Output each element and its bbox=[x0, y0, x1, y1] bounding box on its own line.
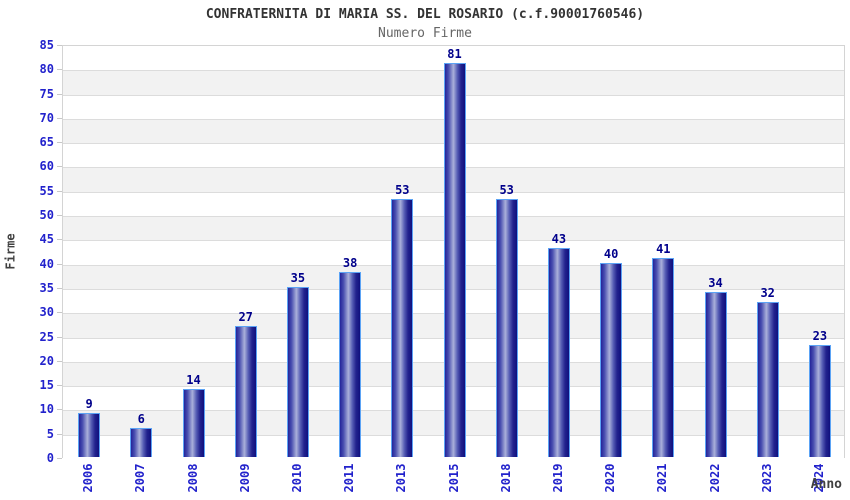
bar-value-label: 53 bbox=[395, 183, 410, 198]
x-axis-label: 2023 bbox=[759, 463, 774, 493]
chart-subtitle: Numero Firme bbox=[378, 26, 472, 41]
y-axis-title: Firme bbox=[3, 233, 18, 270]
y-axis-tick bbox=[57, 360, 62, 362]
x-axis-label: 2007 bbox=[133, 463, 148, 493]
bar-value-label: 9 bbox=[85, 397, 93, 412]
bar-2010 bbox=[286, 286, 309, 457]
bar-value-label: 23 bbox=[812, 329, 828, 344]
x-axis-label: 2009 bbox=[237, 463, 252, 493]
bar-value-label: 14 bbox=[186, 372, 201, 387]
y-axis-tick bbox=[57, 385, 62, 387]
chart-title: CONFRATERNITA DI MARIA SS. DEL ROSARIO (… bbox=[205, 7, 645, 22]
x-axis-label: 2006 bbox=[81, 463, 96, 493]
y-axis-label: 30 bbox=[39, 305, 54, 320]
bar-value-label: 6 bbox=[137, 411, 145, 426]
y-axis-label: 0 bbox=[46, 451, 54, 465]
bar-2022 bbox=[704, 291, 727, 457]
bar-value-label: 35 bbox=[290, 270, 306, 285]
y-axis-tick bbox=[57, 69, 62, 71]
y-axis-tick bbox=[57, 93, 62, 95]
bar-2008 bbox=[182, 388, 205, 457]
y-axis-tick bbox=[57, 190, 62, 192]
bar-2006 bbox=[78, 413, 101, 457]
y-axis-label: 10 bbox=[39, 402, 54, 417]
y-axis-label: 35 bbox=[39, 280, 54, 295]
y-axis-tick bbox=[57, 433, 62, 435]
x-axis-label: 2010 bbox=[289, 463, 304, 493]
bar-value-label: 27 bbox=[238, 309, 253, 324]
y-axis-tick bbox=[57, 287, 62, 289]
y-axis-tick bbox=[57, 215, 62, 217]
y-axis-tick bbox=[57, 312, 62, 314]
x-axis-label: 2018 bbox=[498, 463, 513, 493]
y-axis-tick bbox=[57, 117, 62, 119]
y-axis-label: 20 bbox=[39, 353, 54, 368]
x-axis-label: 2008 bbox=[185, 463, 200, 493]
bar-value-label: 34 bbox=[708, 275, 723, 290]
bar-2018 bbox=[495, 199, 518, 457]
y-axis-tick bbox=[57, 45, 62, 46]
y-axis-tick bbox=[57, 458, 62, 459]
y-axis-tick bbox=[57, 409, 62, 411]
x-axis-label: 2011 bbox=[342, 463, 357, 493]
x-axis-label: 2015 bbox=[446, 463, 461, 493]
x-axis-label: 2021 bbox=[655, 463, 670, 493]
bar-2009 bbox=[234, 325, 257, 457]
y-axis-tick bbox=[57, 336, 62, 338]
y-axis-label: 70 bbox=[39, 110, 54, 125]
y-axis-label: 75 bbox=[39, 86, 54, 101]
bar-2021 bbox=[652, 257, 675, 457]
x-axis-title: Anno bbox=[810, 477, 842, 492]
bar-2007 bbox=[130, 427, 153, 457]
bar-2023 bbox=[756, 301, 779, 457]
y-axis-label: 45 bbox=[39, 232, 54, 247]
x-axis-label: 2022 bbox=[707, 463, 722, 493]
bar-2024 bbox=[808, 345, 831, 457]
bar-value-label: 32 bbox=[760, 285, 775, 300]
y-axis-tick bbox=[57, 142, 62, 144]
y-axis-tick bbox=[57, 166, 62, 168]
x-axis-label: 2013 bbox=[394, 463, 409, 493]
bar-2013 bbox=[391, 199, 414, 457]
y-axis-tick bbox=[57, 239, 62, 241]
y-axis-label: 55 bbox=[39, 183, 54, 198]
x-axis-label: 2019 bbox=[550, 463, 565, 493]
y-axis-label: 80 bbox=[39, 62, 54, 77]
bar-2020 bbox=[600, 262, 623, 457]
y-axis-label: 50 bbox=[39, 208, 54, 223]
y-axis-label: 5 bbox=[46, 426, 54, 441]
y-axis-label: 40 bbox=[39, 256, 54, 271]
y-axis-label: 15 bbox=[39, 378, 54, 393]
bar-value-label: 38 bbox=[342, 256, 358, 271]
y-axis-label: 85 bbox=[39, 38, 54, 52]
plot-area: 9 6 14 27 35 38 53 81 53 43 40 41 34 32 23 bbox=[62, 45, 845, 459]
bar-value-label: 81 bbox=[447, 47, 462, 62]
bar-2011 bbox=[339, 272, 362, 457]
bar-value-label: 53 bbox=[499, 183, 514, 198]
y-axis-tick bbox=[57, 263, 62, 265]
bar-2015 bbox=[443, 63, 466, 457]
x-axis-label: 2020 bbox=[603, 463, 618, 493]
bar-2019 bbox=[547, 248, 570, 457]
bar-value-label: 43 bbox=[551, 232, 567, 247]
y-axis-label: 60 bbox=[39, 159, 54, 174]
y-axis-label: 25 bbox=[39, 329, 54, 344]
bar-value-label: 40 bbox=[603, 246, 619, 261]
y-axis-label: 65 bbox=[39, 135, 54, 150]
bar-value-label: 41 bbox=[656, 241, 671, 256]
